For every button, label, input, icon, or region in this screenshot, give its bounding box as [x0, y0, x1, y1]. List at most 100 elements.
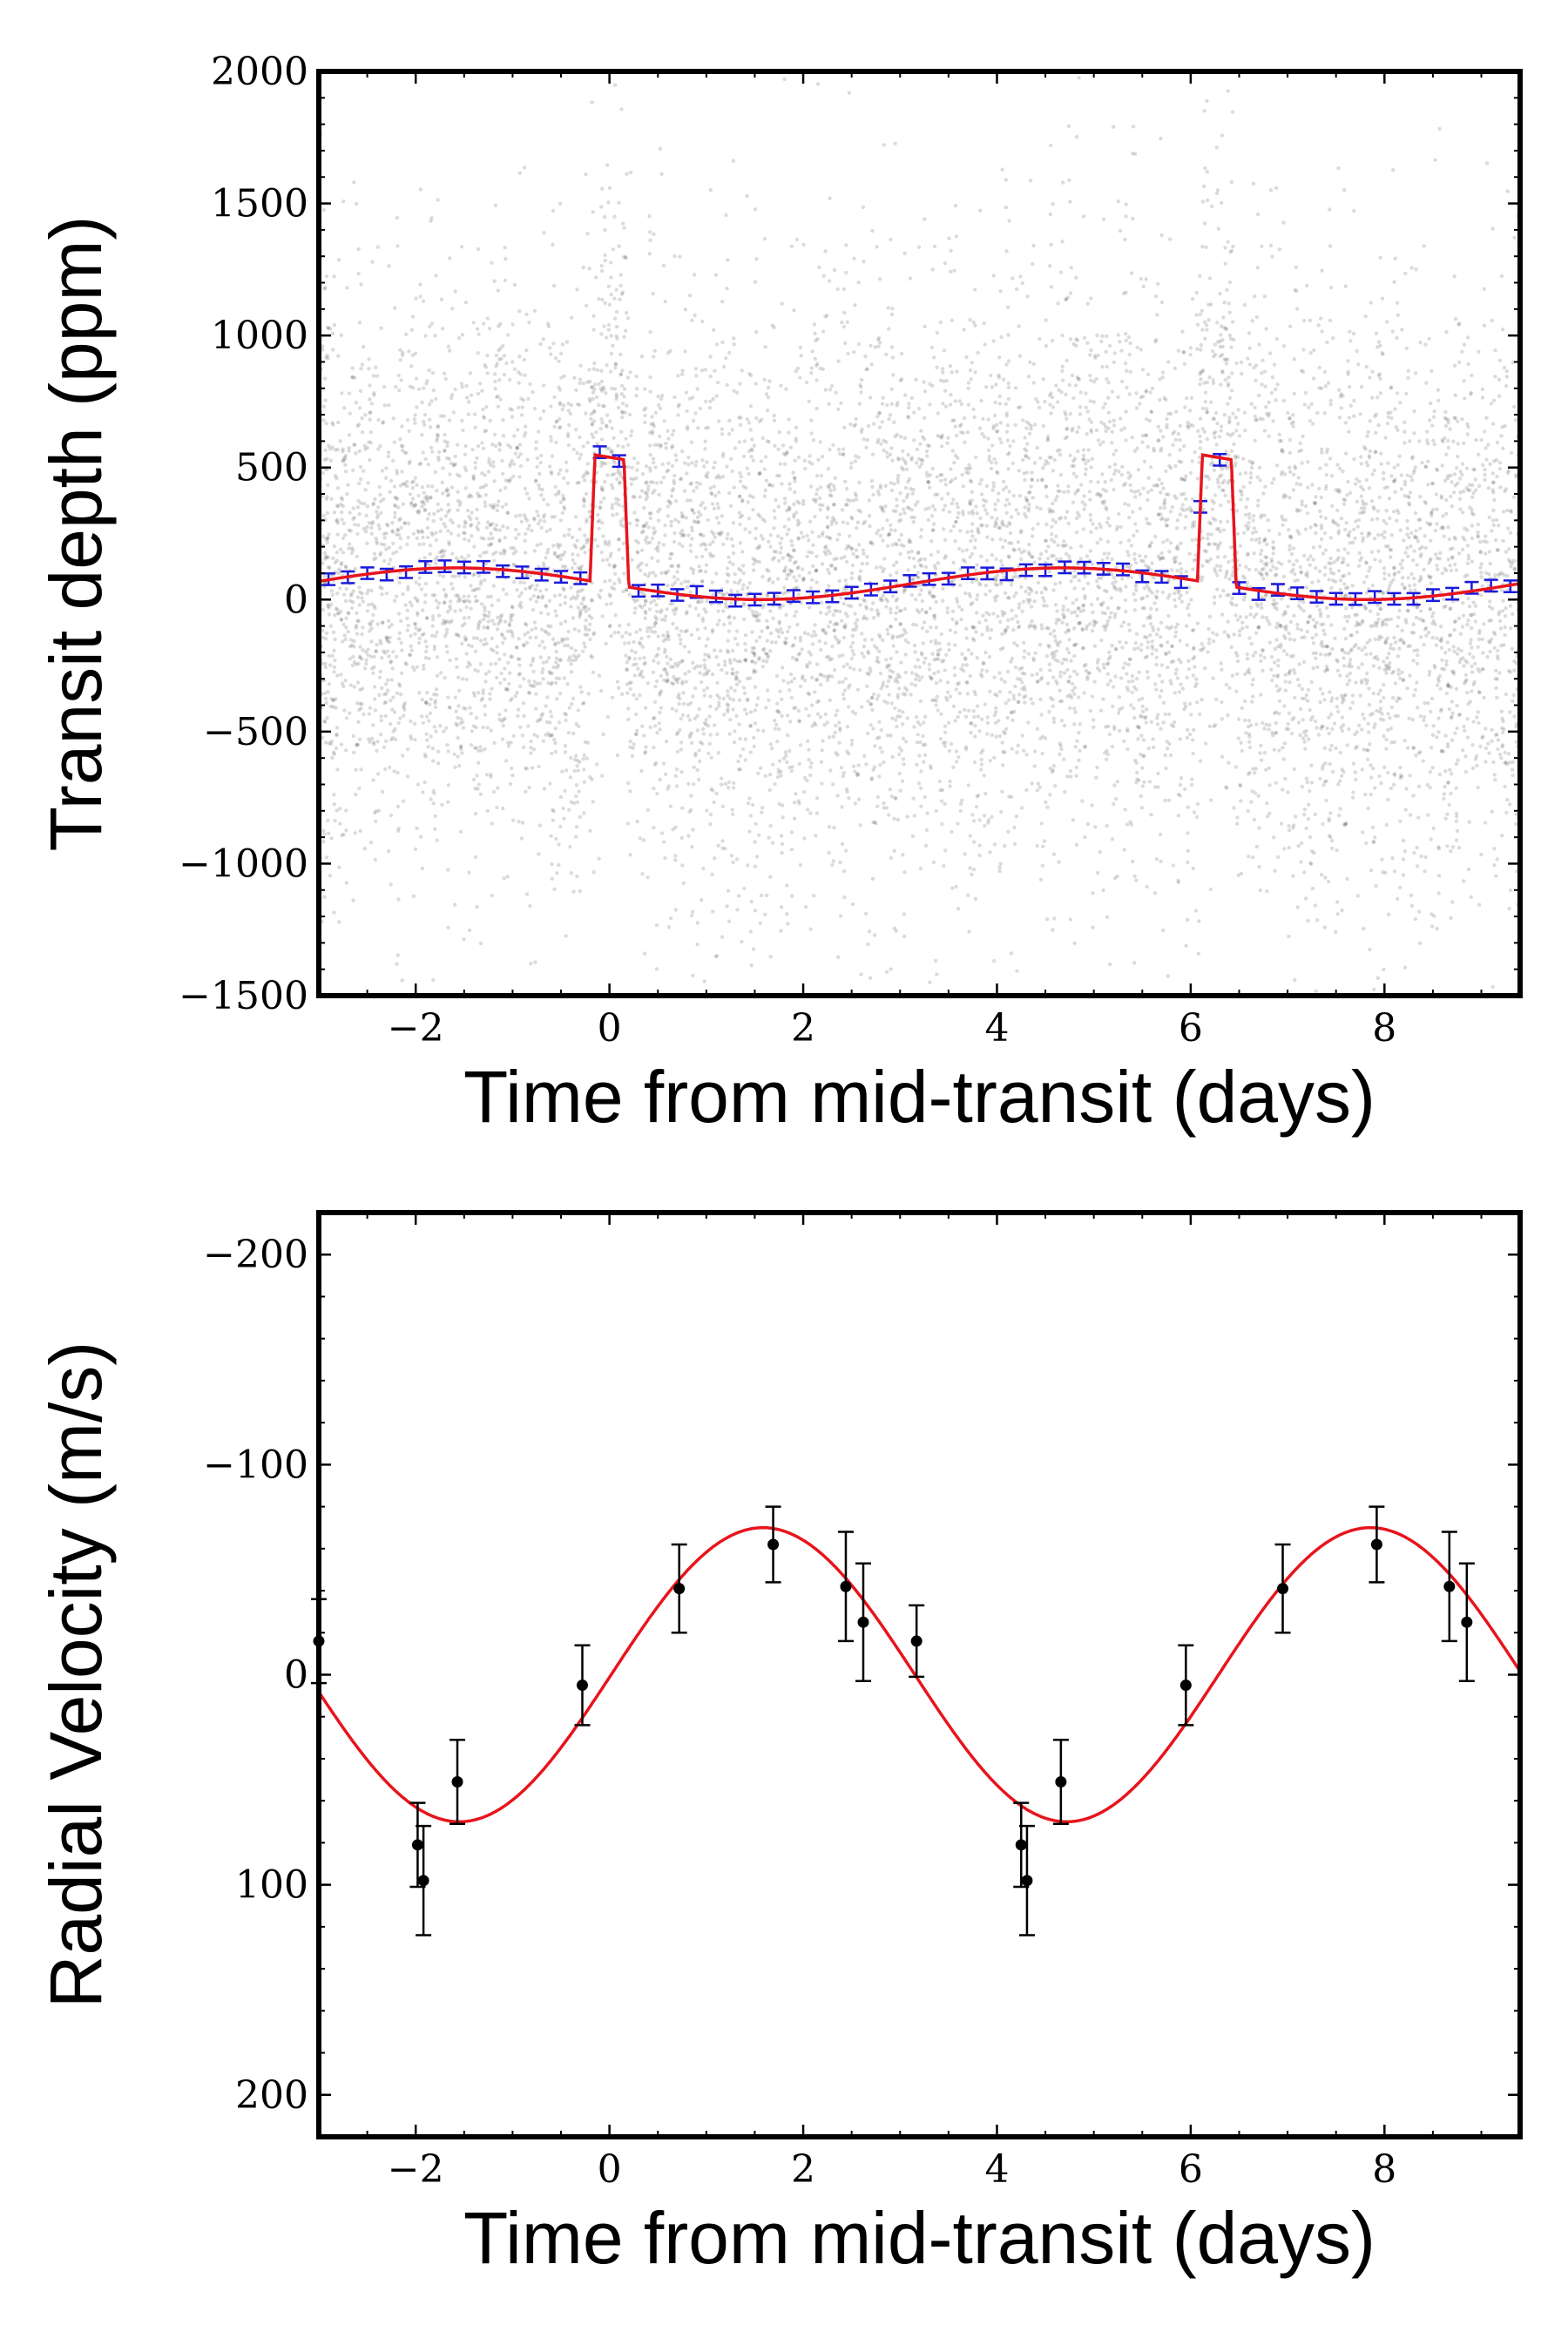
- photometry-point: [974, 578, 979, 582]
- photometry-point: [571, 801, 577, 806]
- photometry-point: [828, 768, 833, 773]
- photometry-point: [923, 557, 928, 562]
- photometry-point: [1417, 439, 1422, 443]
- photometry-point: [951, 765, 956, 769]
- photometry-point: [701, 732, 706, 736]
- photometry-point: [1218, 568, 1223, 572]
- photometry-point: [497, 619, 503, 624]
- photometry-point: [567, 706, 571, 710]
- photometry-point: [876, 659, 881, 665]
- photometry-point: [512, 367, 517, 371]
- photometry-point: [941, 586, 945, 591]
- photometry-point: [770, 747, 774, 751]
- photometry-point: [1062, 539, 1066, 544]
- photometry-point: [959, 617, 963, 622]
- photometry-point: [622, 387, 627, 391]
- photometry-point: [839, 618, 844, 623]
- photometry-point: [584, 411, 588, 416]
- photometry-point: [344, 881, 349, 885]
- photometry-point: [1256, 604, 1260, 608]
- photometry-point: [694, 485, 699, 490]
- photometry-point: [821, 329, 826, 334]
- photometry-point: [1209, 798, 1213, 802]
- photometry-point: [1077, 425, 1081, 429]
- photometry-point: [1187, 585, 1192, 590]
- photometry-point: [339, 672, 343, 677]
- photometry-point: [1390, 696, 1396, 700]
- photometry-point: [808, 660, 812, 665]
- photometry-point: [572, 627, 577, 632]
- photometry-point: [493, 661, 498, 666]
- photometry-point: [413, 847, 418, 851]
- photometry-point: [1460, 510, 1465, 515]
- photometry-point: [865, 731, 870, 736]
- photometry-point: [1072, 669, 1077, 673]
- photometry-point: [1411, 558, 1416, 563]
- photometry-point: [933, 958, 938, 963]
- photometry-point: [856, 797, 862, 801]
- photometry-point: [725, 671, 729, 675]
- photometry-point: [1142, 780, 1146, 784]
- photometry-point: [646, 634, 651, 639]
- photometry-point: [1379, 462, 1383, 466]
- photometry-point: [1231, 320, 1235, 324]
- photometry-point: [1391, 479, 1396, 483]
- photometry-point: [1505, 189, 1511, 193]
- photometry-point: [1429, 709, 1433, 714]
- photometry-point: [943, 477, 948, 482]
- photometry-point: [605, 163, 610, 167]
- photometry-point: [902, 934, 907, 939]
- photometry-point: [1364, 477, 1369, 483]
- photometry-point: [694, 555, 699, 559]
- photometry-point: [1258, 478, 1262, 483]
- photometry-point: [536, 429, 541, 434]
- photometry-point: [776, 577, 781, 581]
- photometry-point: [1143, 554, 1148, 559]
- photometry-point: [1488, 640, 1492, 645]
- photometry-point: [1471, 512, 1476, 517]
- photometry-point: [1048, 767, 1052, 771]
- photometry-point: [1009, 583, 1014, 587]
- photometry-point: [708, 812, 713, 817]
- photometry-point: [1051, 588, 1056, 592]
- photometry-point: [683, 461, 687, 465]
- photometry-point: [429, 445, 434, 450]
- photometry-point: [1159, 429, 1163, 433]
- photometry-point: [1036, 400, 1040, 404]
- photometry-point: [607, 302, 612, 308]
- photometry-point: [636, 565, 640, 570]
- photometry-point: [1369, 868, 1374, 873]
- photometry-point: [1139, 806, 1145, 810]
- photometry-point: [1017, 405, 1021, 409]
- photometry-point: [705, 672, 709, 676]
- photometry-point: [348, 510, 352, 515]
- photometry-point: [834, 390, 838, 395]
- photometry-point: [1309, 848, 1315, 854]
- photometry-point: [942, 527, 946, 531]
- photometry-point: [1245, 669, 1250, 674]
- photometry-point: [1056, 643, 1060, 648]
- photometry-point: [945, 680, 950, 685]
- photometry-point: [687, 809, 692, 814]
- photometry-point: [1140, 766, 1145, 770]
- photometry-point: [541, 677, 545, 681]
- photometry-point: [621, 221, 625, 226]
- photometry-point: [1437, 557, 1443, 561]
- photometry-point: [1159, 644, 1164, 648]
- photometry-point: [729, 686, 733, 690]
- photometry-point: [1306, 699, 1310, 703]
- photometry-point: [1105, 520, 1110, 525]
- photometry-point: [450, 586, 456, 591]
- photometry-point: [491, 648, 496, 653]
- photometry-point: [469, 711, 473, 716]
- photometry-point: [1012, 709, 1017, 713]
- photometry-point: [1166, 798, 1172, 802]
- photometry-point: [662, 419, 666, 423]
- photometry-point: [1416, 652, 1420, 658]
- photometry-point: [429, 734, 433, 739]
- photometry-point: [1041, 604, 1046, 608]
- photometry-point: [1017, 666, 1022, 672]
- photometry-point: [631, 494, 635, 499]
- photometry-point: [753, 708, 758, 713]
- photometry-point: [1505, 797, 1510, 802]
